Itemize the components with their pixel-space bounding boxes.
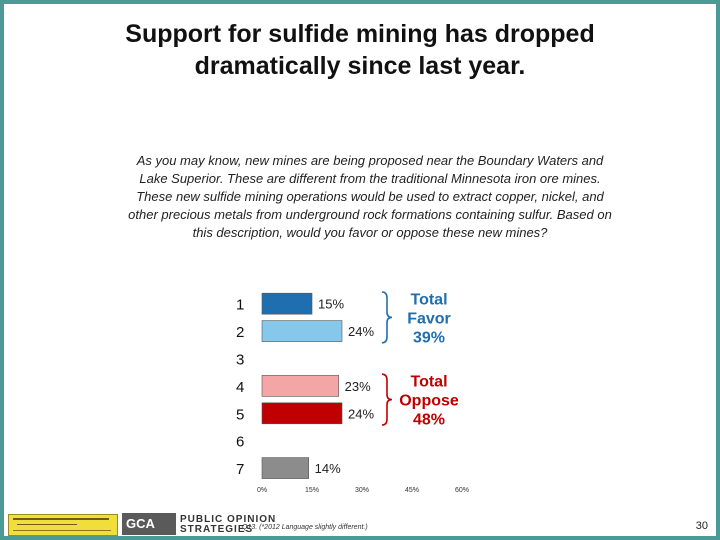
- bar: [261, 292, 313, 315]
- title-line-1: Support for sulfide mining has dropped: [125, 20, 595, 48]
- annotation-bracket: [381, 291, 393, 344]
- data-label: 23%: [345, 379, 371, 394]
- annotation-text: Total: [410, 374, 447, 391]
- question-line: As you may know, new mines are being pro…: [136, 153, 604, 168]
- x-tick-label: 60%: [455, 487, 469, 494]
- annotation-text: 48%: [413, 412, 445, 429]
- slide: Support for sulfide mining has dropped d…: [4, 4, 716, 536]
- bar: [261, 402, 343, 425]
- logo-mark-text: GCA: [126, 516, 155, 531]
- question-line: Lake Superior. These are different from …: [139, 171, 601, 186]
- page-title: Support for sulfide mining has dropped d…: [4, 18, 716, 82]
- annotation-text: Total: [410, 291, 447, 308]
- question-line: These new sulfide mining operations woul…: [136, 189, 604, 204]
- category-label: 7: [236, 461, 244, 478]
- data-label: 14%: [315, 461, 341, 476]
- annotation-text: Favor: [407, 310, 451, 327]
- question-line: this description, would you favor or opp…: [192, 225, 548, 240]
- data-label: 15%: [318, 297, 344, 312]
- logo-text-line-2: STRATEGIES: [180, 524, 254, 535]
- footer-note: Q13. (*2012 Language slightly different.…: [242, 524, 368, 531]
- category-label: 2: [236, 324, 244, 341]
- bar: [261, 375, 339, 397]
- category-label: 4: [236, 379, 244, 396]
- company-logo-text: PUBLIC OPINION STRATEGIES: [180, 515, 276, 535]
- x-tick-label: 15%: [305, 487, 319, 494]
- annotation-bracket: [381, 373, 393, 426]
- title-line-2: dramatically since last year.: [194, 52, 526, 80]
- category-label: 3: [236, 352, 244, 369]
- x-tick-label: 0%: [257, 487, 267, 494]
- bar-chart: 1 15% 2 24% 3 4 23% 5 24% 6 7 14% 0% 15% 30% 45% 60% Tota…: [236, 291, 469, 494]
- data-label: 24%: [348, 324, 374, 339]
- category-label: 6: [236, 434, 244, 451]
- category-label: 1: [236, 297, 244, 314]
- question-line: other precious metals from underground r…: [128, 207, 612, 222]
- partner-logo: [8, 514, 118, 536]
- annotation-text: 39%: [413, 329, 445, 346]
- page-number: 30: [695, 520, 708, 532]
- bar: [261, 457, 309, 479]
- company-logo-mark: GCA: [122, 513, 176, 535]
- data-label: 24%: [348, 406, 374, 421]
- question-text: As you may know, new mines are being pro…: [100, 152, 640, 242]
- x-tick-label: 30%: [355, 487, 369, 494]
- bar: [261, 320, 343, 342]
- annotation-text: Oppose: [399, 393, 459, 410]
- logo-text-line-1: PUBLIC OPINION: [180, 514, 277, 525]
- x-tick-label: 45%: [405, 487, 419, 494]
- category-label: 5: [236, 406, 244, 423]
